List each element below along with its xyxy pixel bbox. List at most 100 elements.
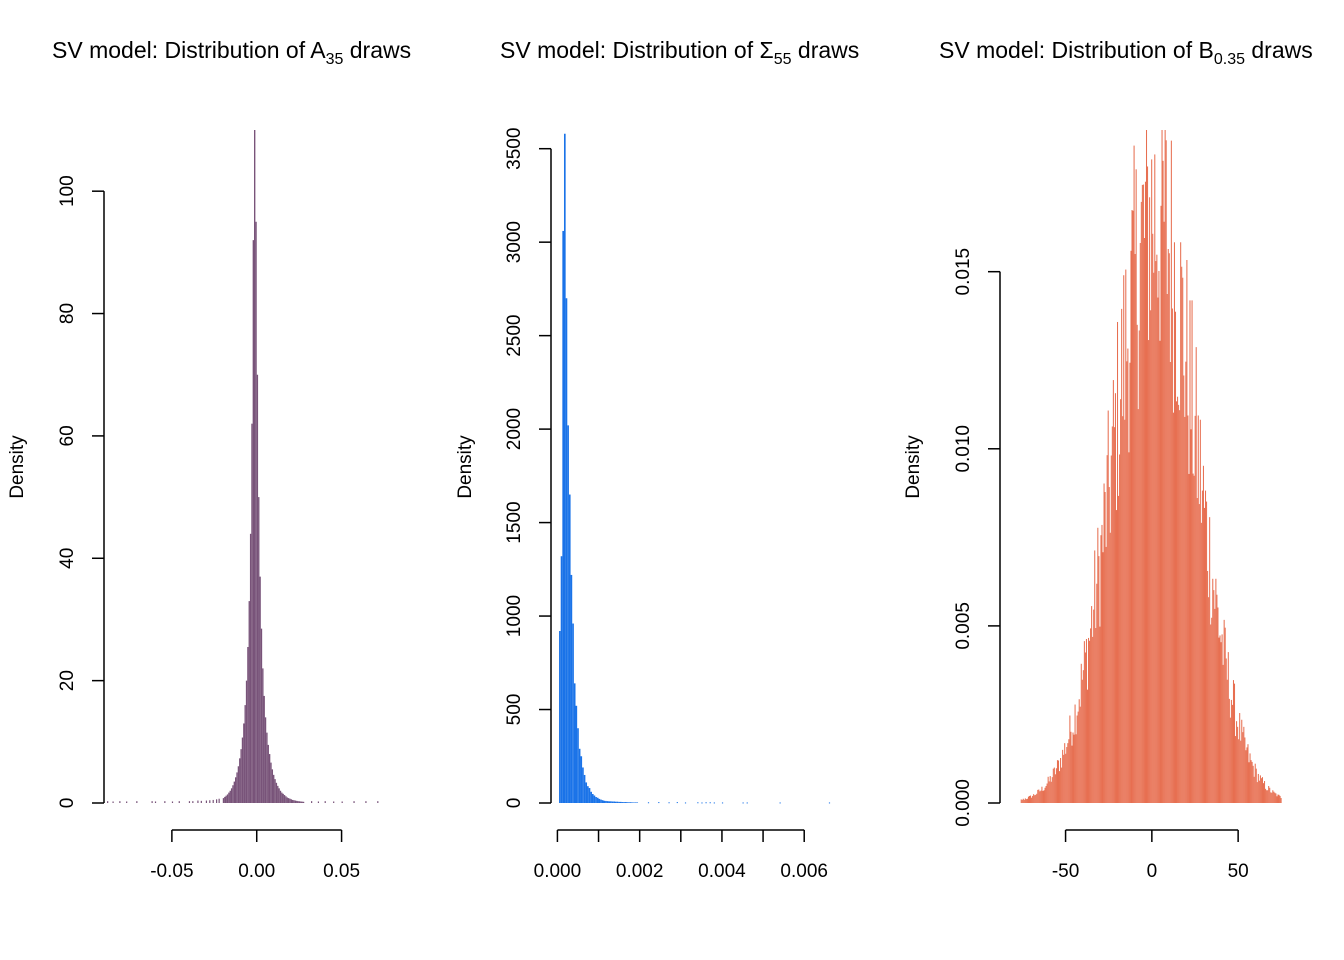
histogram-bar — [1231, 704, 1233, 803]
histogram-bar — [1257, 773, 1259, 803]
histogram-bar — [268, 754, 271, 803]
histogram-bar — [1113, 427, 1115, 803]
histogram-bar — [267, 744, 269, 803]
y-axis-label-sigma55: Density — [455, 435, 476, 499]
histogram-bar — [1145, 130, 1148, 803]
histogram-bar — [582, 767, 584, 803]
histogram-bar — [1202, 465, 1204, 803]
histogram-tail-bar — [365, 801, 367, 803]
histogram-bar — [1237, 726, 1239, 803]
histogram-bar — [1180, 242, 1182, 803]
histogram-bar — [239, 758, 241, 803]
histogram-bar — [1194, 415, 1196, 803]
histogram-bar — [1024, 798, 1026, 803]
histogram-bar — [1099, 626, 1101, 803]
histogram-bar — [1191, 300, 1193, 803]
histogram-bar — [1266, 790, 1268, 803]
histogram-bar — [1164, 130, 1166, 803]
histogram-bar — [251, 423, 253, 803]
histogram-bar — [255, 221, 257, 803]
histogram-bar — [1083, 641, 1085, 803]
histogram-bar — [1239, 713, 1241, 803]
histogram-bar — [1210, 624, 1212, 803]
histogram-bar — [1217, 607, 1219, 803]
y-tick-label: 1500 — [504, 501, 525, 543]
histogram-bar — [1046, 783, 1048, 803]
histogram-bar — [278, 788, 280, 803]
histogram-tail-bar — [684, 802, 687, 804]
histogram-bar — [1096, 583, 1098, 803]
histogram-bar — [277, 785, 279, 803]
histogram-bar — [585, 782, 588, 803]
histogram-bar — [300, 801, 302, 803]
histogram-bar — [1260, 778, 1262, 803]
histogram-bar — [237, 766, 240, 803]
histogram-bar — [1039, 791, 1041, 803]
histogram-bar — [1134, 253, 1136, 804]
histogram-bar — [1084, 652, 1086, 803]
histogram-bar — [1055, 768, 1057, 803]
histogram-bar — [583, 774, 586, 803]
histogram-bar — [232, 785, 234, 803]
histogram-bar — [260, 628, 263, 803]
histogram-bar — [606, 801, 609, 803]
histogram-bar — [236, 772, 238, 803]
histogram-bar — [1061, 767, 1063, 803]
histogram-tail-bar — [126, 801, 128, 803]
histogram-bar — [605, 800, 607, 803]
histogram-bar — [1238, 739, 1240, 803]
histogram-bar — [1268, 786, 1270, 803]
histogram-bar — [1212, 578, 1214, 803]
histogram-bar — [1190, 429, 1192, 803]
histogram-bar — [1122, 416, 1124, 803]
histogram-bar — [266, 732, 268, 803]
histogram-bar — [264, 717, 267, 803]
histogram-bars-b035 — [1020, 130, 1282, 804]
histogram-tail-bar — [151, 801, 153, 803]
histogram-tail-bar — [377, 801, 379, 803]
histogram-bar — [247, 646, 249, 803]
histogram-bar — [1107, 410, 1109, 803]
histogram-bar — [1215, 578, 1217, 803]
histogram-bar — [1242, 732, 1244, 803]
x-axis-a35: -0.05 0.00 0.05 — [150, 829, 360, 882]
histogram-bar — [1030, 795, 1032, 803]
histogram-bar — [1102, 552, 1104, 803]
histogram-bar — [560, 556, 563, 803]
histogram-bar — [1168, 253, 1170, 803]
histogram-bar — [271, 769, 274, 803]
x-tick-label: -0.05 — [150, 861, 193, 882]
histogram-tail-bar — [112, 801, 114, 803]
histogram-bar — [1130, 250, 1132, 804]
histogram-bar — [1111, 426, 1113, 803]
histogram-bar — [1065, 753, 1067, 803]
histogram-bar — [1073, 734, 1075, 803]
y-tick-label: 0 — [504, 798, 525, 809]
histogram-tail-bar — [676, 802, 678, 804]
histogram-bar — [1089, 640, 1091, 803]
histogram-bar — [1272, 790, 1274, 803]
histogram-bar — [1220, 642, 1222, 803]
histogram-bar — [628, 802, 630, 803]
histogram-bar — [1196, 498, 1198, 803]
histogram-bar — [1045, 786, 1047, 803]
panel-sigma55: SV model: Distribution of Σ55 draws Dens… — [455, 37, 859, 882]
histogram-bar — [1192, 473, 1194, 803]
histogram-bar — [1163, 221, 1165, 804]
histogram-bar — [1259, 775, 1261, 803]
histogram-bar — [603, 800, 606, 803]
histogram-bar — [1276, 796, 1278, 803]
histogram-bar — [1071, 745, 1073, 803]
histogram-bar — [1118, 495, 1120, 803]
chart-title-sigma55: SV model: Distribution of Σ55 draws — [500, 37, 859, 68]
histogram-bar — [1188, 473, 1190, 803]
histogram-bar — [1186, 260, 1188, 803]
histogram-bars-sigma55 — [559, 133, 831, 804]
histogram-bar — [1037, 789, 1039, 803]
histogram-bar — [1081, 679, 1083, 803]
histogram-bar — [624, 802, 627, 803]
histogram-bar — [294, 800, 297, 803]
histogram-bar — [1139, 242, 1141, 804]
histogram-bar — [262, 668, 264, 803]
histogram-bar — [1219, 635, 1221, 803]
